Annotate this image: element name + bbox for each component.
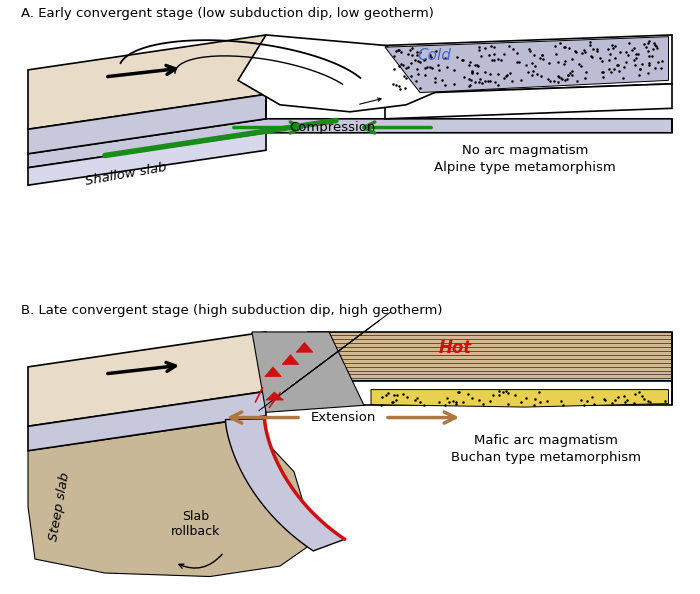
Text: Hot: Hot — [438, 339, 472, 356]
Polygon shape — [238, 35, 455, 112]
Text: B. Late convergent stage (high subduction dip, high geotherm): B. Late convergent stage (high subductio… — [21, 304, 442, 317]
Text: Alpine type metamorphism: Alpine type metamorphism — [434, 161, 616, 174]
Text: Cold: Cold — [417, 48, 451, 64]
Polygon shape — [225, 419, 344, 551]
Polygon shape — [282, 355, 299, 365]
Polygon shape — [385, 35, 672, 94]
Text: No arc magmatism: No arc magmatism — [462, 144, 588, 157]
Text: Extension: Extension — [310, 411, 376, 424]
Text: Buchan type metamorphism: Buchan type metamorphism — [451, 451, 641, 465]
Polygon shape — [28, 35, 266, 129]
Polygon shape — [28, 391, 266, 451]
Text: Steep slab: Steep slab — [47, 471, 72, 542]
Polygon shape — [385, 84, 672, 119]
Polygon shape — [28, 419, 315, 577]
Text: Slab
rollback: Slab rollback — [172, 510, 220, 538]
Polygon shape — [28, 119, 672, 168]
Polygon shape — [371, 390, 668, 407]
Polygon shape — [308, 381, 672, 405]
Text: A. Early convergent stage (low subduction dip, low geotherm): A. Early convergent stage (low subductio… — [21, 7, 434, 20]
Polygon shape — [385, 37, 668, 93]
Polygon shape — [265, 367, 281, 377]
Polygon shape — [266, 392, 284, 400]
Polygon shape — [296, 342, 313, 352]
Text: Mafic arc magmatism: Mafic arc magmatism — [474, 434, 618, 447]
Polygon shape — [252, 332, 364, 412]
Polygon shape — [28, 94, 266, 154]
Text: Compression: Compression — [289, 121, 376, 134]
Polygon shape — [308, 332, 672, 381]
Polygon shape — [28, 133, 266, 185]
Polygon shape — [28, 332, 266, 426]
Text: Shallow slab: Shallow slab — [84, 161, 168, 188]
